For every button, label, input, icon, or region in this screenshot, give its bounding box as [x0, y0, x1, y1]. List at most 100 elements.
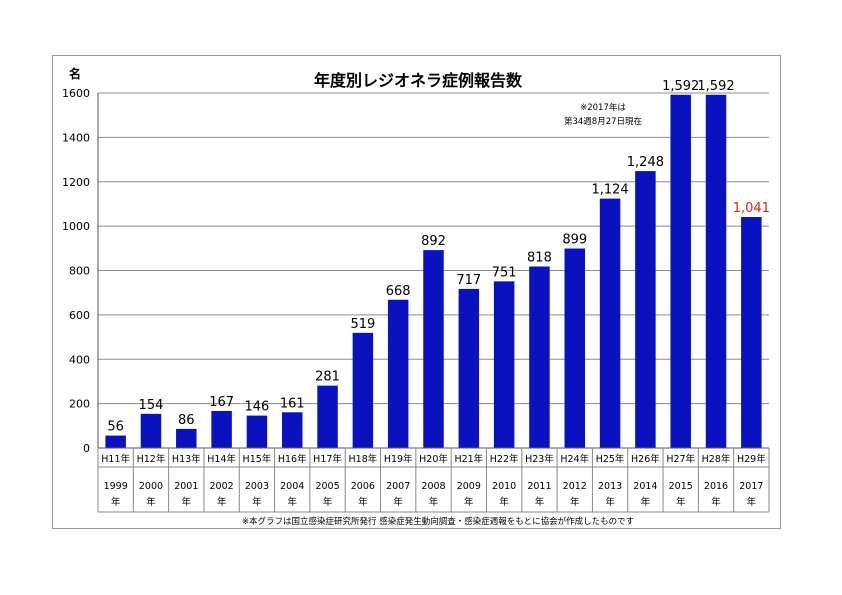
bar-layer: [105, 94, 762, 449]
bar: [105, 435, 126, 448]
x-tick-label-era: H28年: [702, 453, 731, 465]
x-tick-label-year-suffix: 年: [217, 496, 227, 508]
x-tick-label-year: 2001: [174, 481, 198, 492]
data-label: 56: [107, 420, 124, 435]
data-label: 281: [315, 370, 340, 385]
x-tick-label-year: 2009: [457, 481, 481, 492]
data-label: 818: [527, 251, 552, 266]
y-tick-label: 1400: [62, 131, 90, 144]
x-tick-label-year: 2006: [351, 481, 375, 492]
x-tick-label-era: H19年: [384, 453, 413, 465]
x-tick-label-year: 2010: [492, 481, 516, 492]
y-tick-label: 1000: [62, 220, 90, 233]
data-label: 1,124: [591, 183, 628, 198]
x-tick-label-era: H23年: [525, 453, 554, 465]
x-tick-label-year: 2005: [315, 481, 339, 492]
x-tick-label-year: 2014: [633, 481, 657, 492]
chart-title: 年度別レジオネラ症例報告数: [314, 71, 523, 90]
source-note: ※本グラフは国立感染症研究所発行 感染症発生動向調査・感染症週報をもとに協会が作…: [242, 516, 634, 527]
bar: [635, 171, 656, 448]
x-tick-label-year: 2016: [704, 481, 728, 492]
x-tick-label-year-suffix: 年: [287, 496, 297, 508]
x-tick-label-year-suffix: 年: [711, 496, 721, 508]
data-label: 1,041: [733, 201, 770, 216]
x-tick-label-year: 2003: [245, 481, 269, 492]
bar: [387, 299, 409, 448]
x-tick-label-year: 1999: [104, 481, 128, 492]
x-tick-label-year: 2007: [386, 481, 410, 492]
x-tick-label-era: H29年: [737, 453, 766, 465]
bar: [281, 412, 303, 448]
x-tick-label-era: H24年: [560, 453, 589, 465]
bar: [423, 250, 444, 448]
bar: [705, 94, 727, 449]
data-label: 892: [421, 234, 446, 249]
x-tick-label-year-suffix: 年: [323, 496, 333, 508]
bar: [176, 428, 197, 448]
bar: [458, 288, 480, 448]
x-tick-label-year: 2008: [421, 481, 445, 492]
x-tick-label-year: 2002: [210, 481, 234, 492]
x-tick-label-year-suffix: 年: [429, 496, 439, 508]
label-layer: 56 154 86 167 146 161 281 519 668 892 717 751 818 899…: [107, 79, 770, 435]
x-tick-label-era: H12年: [137, 453, 166, 465]
x-tick-label-year: 2017: [739, 481, 763, 492]
x-tick-label-era: H26年: [631, 453, 660, 465]
bar: [670, 94, 691, 449]
bar: [352, 332, 374, 448]
x-tick-label-year-suffix: 年: [393, 496, 403, 508]
data-label: 161: [280, 396, 305, 411]
x-tick-label-year: 2011: [527, 481, 551, 492]
y-tick-label: 0: [83, 442, 90, 455]
data-label: 167: [209, 395, 234, 410]
x-tick-label-year: 2000: [139, 481, 163, 492]
x-tick-label-era: H14年: [207, 453, 236, 465]
x-tick-label-era: H22年: [490, 453, 519, 465]
bar: [211, 410, 232, 448]
data-label: 717: [456, 273, 481, 288]
x-tick-label-year-suffix: 年: [358, 496, 368, 508]
x-tick-label-year: 2015: [669, 481, 693, 492]
x-tick-label-era: H18年: [349, 453, 378, 465]
data-label: 1,592: [662, 79, 699, 94]
data-label: 1,248: [627, 155, 664, 170]
data-label: 899: [562, 233, 587, 248]
annotation-line1: ※2017年は: [580, 102, 626, 113]
category-table: H11年 1999 年 H12年 2000 年 H13年 2001 年 H14年 2002 年 H15年…: [97, 447, 770, 513]
data-label: 751: [492, 265, 517, 280]
x-tick-label-era: H21年: [454, 453, 483, 465]
x-tick-label-year-suffix: 年: [641, 496, 651, 508]
y-axis-label: 名: [69, 66, 81, 81]
x-tick-label-year-suffix: 年: [570, 496, 580, 508]
x-tick-label-era: H25年: [596, 453, 625, 465]
x-tick-label-era: H11年: [101, 453, 130, 465]
x-tick-label-year: 2012: [563, 481, 587, 492]
data-label: 86: [178, 413, 195, 428]
bar: [317, 385, 338, 448]
bar: [599, 198, 621, 448]
bar: [493, 281, 515, 448]
x-tick-label-era: H20年: [419, 453, 448, 465]
data-label: 668: [386, 284, 411, 299]
bar: [741, 217, 762, 448]
x-tick-label-year-suffix: 年: [146, 496, 156, 508]
data-label: 146: [245, 400, 270, 415]
x-tick-label-year-suffix: 年: [747, 496, 757, 508]
bar: [529, 266, 550, 448]
y-tick-label: 1200: [62, 176, 90, 189]
x-tick-label-year-suffix: 年: [111, 496, 121, 508]
x-tick-label-year-suffix: 年: [252, 496, 262, 508]
x-tick-label-era: H13年: [172, 453, 201, 465]
bar: [564, 248, 586, 448]
x-tick-label-year-suffix: 年: [605, 496, 615, 508]
chart-frame: 年度別レジオネラ症例報告数 名 ※2017年は 第34週8月27日現在 0 200…: [52, 55, 781, 529]
x-tick-label-year-suffix: 年: [464, 496, 474, 508]
x-tick-label-era: H16年: [278, 453, 307, 465]
x-tick-label-year-suffix: 年: [676, 496, 686, 508]
x-tick-label-year-suffix: 年: [499, 496, 509, 508]
data-label: 519: [350, 317, 375, 332]
bar: [246, 415, 268, 448]
y-tick-label: 200: [69, 398, 90, 411]
x-tick-label-year-suffix: 年: [535, 496, 545, 508]
x-tick-label-year: 2004: [280, 481, 304, 492]
